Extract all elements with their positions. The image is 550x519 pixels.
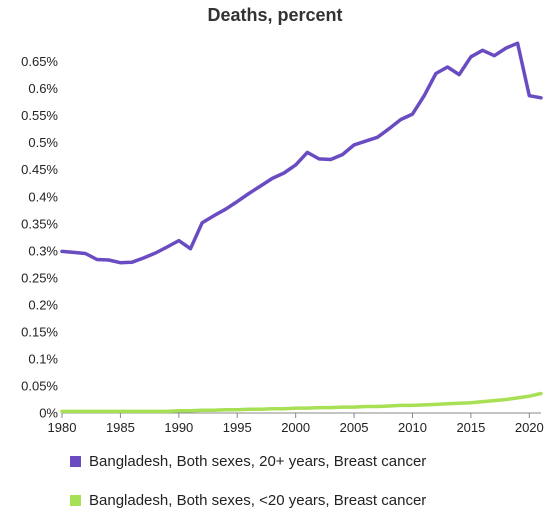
y-tick-label: 0.65% xyxy=(21,54,58,69)
legend-label: Bangladesh, Both sexes, 20+ years, Breas… xyxy=(89,453,426,470)
legend-swatch xyxy=(70,456,81,467)
x-tick-label: 2020 xyxy=(515,420,544,435)
legend-swatch xyxy=(70,495,81,506)
x-tick-label: 2005 xyxy=(340,420,369,435)
y-tick-label: 0.3% xyxy=(28,243,58,258)
y-tick-label: 0.1% xyxy=(28,351,58,366)
y-tick-label: 0.6% xyxy=(28,81,58,96)
y-tick-label: 0.15% xyxy=(21,324,58,339)
x-tick-label: 1985 xyxy=(106,420,135,435)
x-tick-label: 2015 xyxy=(456,420,485,435)
plot-area xyxy=(60,41,543,414)
y-tick-label: 0.4% xyxy=(28,189,58,204)
y-tick-label: 0.45% xyxy=(21,162,58,177)
chart-title: Deaths, percent xyxy=(207,5,342,25)
series-line-2 xyxy=(60,391,543,414)
y-tick-label: 0% xyxy=(39,406,58,421)
y-tick-label: 0.25% xyxy=(21,270,58,285)
x-tick-label: 2010 xyxy=(398,420,427,435)
x-tick-label: 1980 xyxy=(48,420,77,435)
x-axis: 1980 1985 1990 1995 2000 2005 2010 2015 2020 xyxy=(48,413,544,435)
y-tick-label: 0.2% xyxy=(28,297,58,312)
legend-label: Bangladesh, Both sexes, <20 years, Breas… xyxy=(89,492,426,509)
legend: Bangladesh, Both sexes, 20+ years, Breas… xyxy=(70,453,426,509)
x-tick-label: 1995 xyxy=(223,420,252,435)
y-tick-label: 0.5% xyxy=(28,135,58,150)
y-axis: 0% 0.05% 0.1% 0.15% 0.2% 0.25% 0.3% 0.35% 0.4% 0.… xyxy=(21,54,58,420)
series-line-1 xyxy=(60,41,543,265)
y-tick-label: 0.05% xyxy=(21,378,58,393)
y-tick-label: 0.55% xyxy=(21,108,58,123)
x-tick-label: 2000 xyxy=(281,420,310,435)
x-tick-label: 1990 xyxy=(164,420,193,435)
y-tick-label: 0.35% xyxy=(21,216,58,231)
